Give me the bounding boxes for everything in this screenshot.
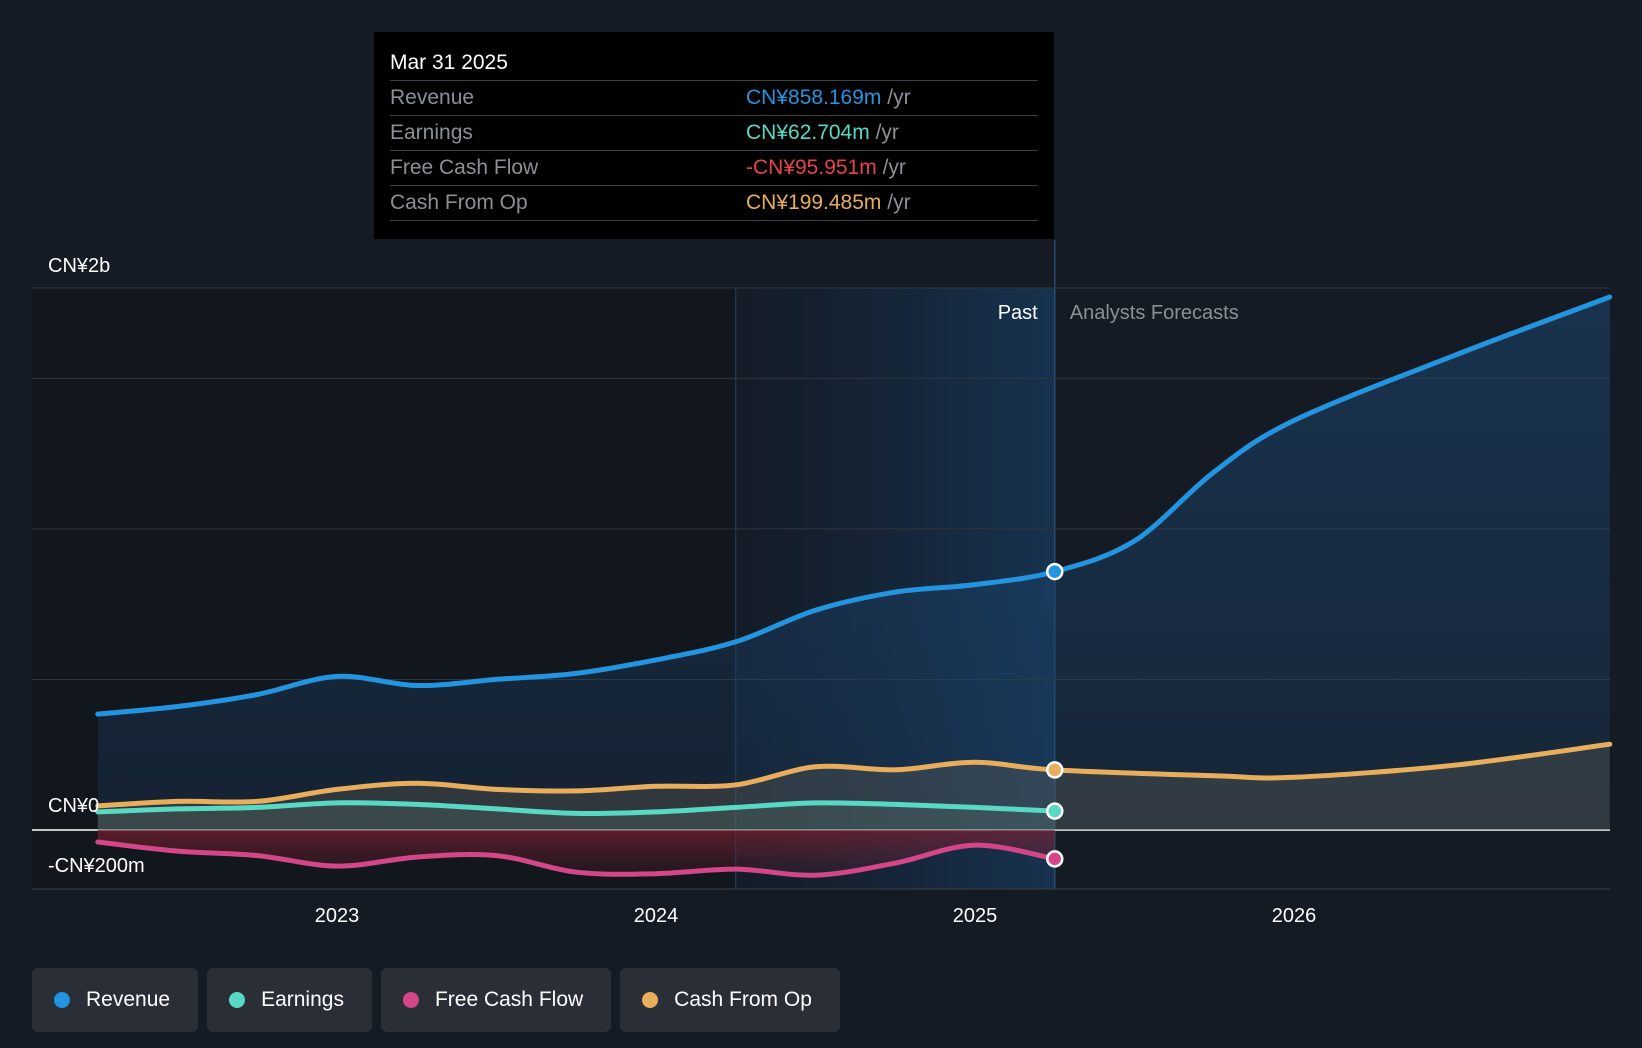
tooltip: Mar 31 2025 Revenue CN¥858.169m /yr Earn… [374,32,1054,239]
tooltip-value: CN¥858.169m [746,86,882,109]
tooltip-label: Cash From Op [390,191,528,214]
x-axis-label: 2024 [634,905,679,927]
free-cash-flow-marker [1046,850,1064,868]
revenue-area [97,297,1610,830]
legend-dot-icon [229,992,246,1008]
tooltip-label: Free Cash Flow [390,156,539,179]
earnings-line [95,800,1058,817]
revenue-line [95,294,1613,717]
tooltip-unit: /yr [875,121,899,144]
cash-from-op-line [95,741,1613,809]
past-label: Past [998,302,1038,324]
legend-dot-icon [402,992,419,1008]
tooltip-label: Revenue [390,86,475,109]
y-axis-label: -CN¥200m [48,855,145,877]
forecast-label: Analysts Forecasts [1070,302,1239,324]
earnings-marker [1046,802,1064,820]
tooltip-value: CN¥62.704m [746,121,870,144]
legend-dot-icon [642,992,659,1008]
tooltip-date: Mar 31 2025 [390,51,508,74]
legend-label: Earnings [261,988,344,1011]
legend-item-free-cash-flow[interactable]: Free Cash Flow [380,968,612,1032]
legend-dot-icon [54,992,70,1008]
legend-label: Free Cash Flow [434,988,584,1011]
x-axis-label: 2026 [1272,905,1317,927]
tooltip-label: Earnings [390,121,473,144]
legend-item-cash-from-op[interactable]: Cash From Op [620,968,840,1032]
tooltip-row-earnings: Earnings CN¥62.704m /yr [390,115,1038,150]
tooltip-value: -CN¥95.951m [746,156,877,179]
legend-label: Revenue [86,988,171,1011]
tooltip-unit: /yr [887,86,911,109]
tooltip-row-revenue: Revenue CN¥858.169m /yr [390,80,1038,115]
tooltip-unit: /yr [887,191,911,214]
legend-item-earnings[interactable]: Earnings [207,968,372,1032]
legend-item-revenue[interactable]: Revenue [32,968,199,1032]
revenue-marker [1046,562,1064,581]
tooltip-row-cash-from-op: Cash From Op CN¥199.485m /yr [390,185,1038,221]
legend: Revenue Earnings Free Cash Flow Cash Fro… [32,968,840,1032]
y-axis-label: CN¥2b [48,255,110,277]
tooltip-unit: /yr [882,156,906,179]
legend-label: Cash From Op [674,988,812,1011]
x-axis-label: 2023 [315,905,360,927]
cash-from-op-marker [1046,761,1064,779]
tooltip-row-free-cash-flow: Free Cash Flow -CN¥95.951m /yr [390,150,1038,185]
earnings-area [97,802,1055,830]
free-cash-flow-line [95,839,1058,878]
tooltip-value: CN¥199.485m [746,191,882,214]
x-axis-label: 2025 [953,905,998,927]
y-axis-label: CN¥0 [48,795,99,817]
